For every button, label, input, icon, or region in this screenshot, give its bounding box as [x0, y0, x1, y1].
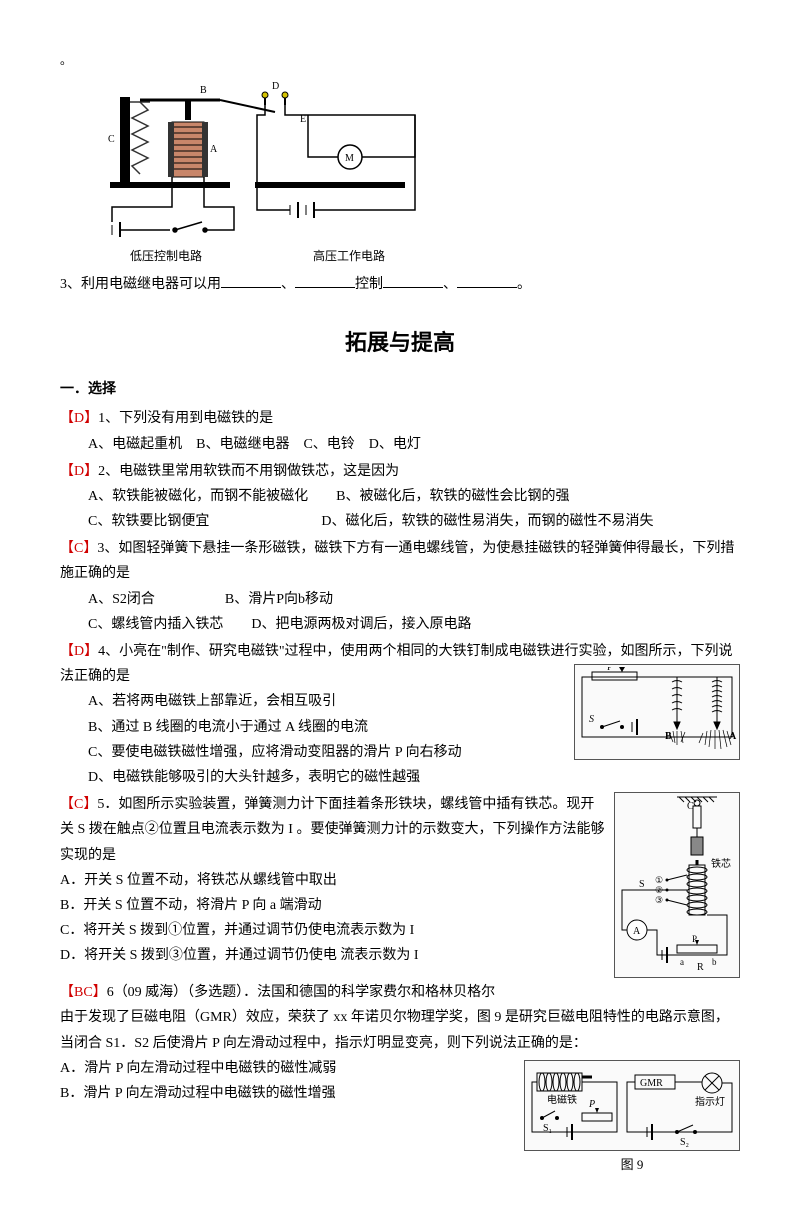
diagram1-captions: 低压控制电路 高压工作电路 [90, 246, 740, 268]
q4-A: A [729, 731, 737, 742]
opt-3B: B、滑片P向b移动 [225, 592, 333, 607]
answer-5: 【C】 [60, 797, 97, 812]
section-title: 拓展与提高 [60, 323, 740, 363]
stem-3: 3、如图轻弹簧下悬挂一条形磁铁，磁铁下方有一通电螺线管，为使悬挂磁铁的轻弹簧伸得… [60, 541, 734, 581]
q6-gmr: GMR [640, 1078, 663, 1089]
opt-3A: A、S2闭合 [88, 592, 155, 607]
opts-1: A、电磁起重机 B、电磁继电器 C、电铃 D、电灯 [60, 432, 740, 457]
q6-em: 电磁铁 [547, 1093, 577, 1106]
q5-b: b [712, 957, 717, 967]
blank-4[interactable] [457, 273, 517, 288]
answer-2: 【D】 [60, 464, 98, 479]
q5-A: A [633, 926, 641, 937]
stem-1: 1、下列没有用到电磁铁的是 [98, 411, 273, 426]
q5-1: ① [655, 875, 663, 885]
opts-2: A、软铁能被磁化，而钢不能被磁化 B、被磁化后，软铁的磁性会比钢的强 C、软铁要… [60, 484, 740, 534]
relay-diagram: C B A D E [90, 77, 740, 268]
blank-2[interactable] [295, 273, 355, 288]
q3-fill-blank: 3、利用电磁继电器可以用 、 控制 、 。 [60, 272, 740, 297]
label-M: M [345, 153, 354, 164]
q3-sep1: 、 [281, 277, 295, 292]
stem-6b: 由于发现了巨磁电阻（GMR）效应，荣获了 xx 年诺贝尔物理学奖，图 9 是研究… [60, 1005, 740, 1055]
opt-2D: D、磁化后，软铁的磁性易消失，而钢的磁性不易消失 [321, 514, 653, 529]
opt-4D: D、电磁铁能够吸引的大头针越多，表明它的磁性越强 [88, 765, 740, 790]
caption-left: 低压控制电路 [130, 246, 250, 268]
q5-3: ③ [655, 895, 663, 905]
answer-1: 【D】 [60, 411, 98, 426]
answer-3: 【C】 [60, 541, 97, 556]
answer-4: 【D】 [60, 644, 98, 659]
label-A: A [210, 144, 218, 155]
opt-3D: D、把电源两极对调后，接入原电路 [251, 617, 471, 632]
q6-lamp: 指示灯 [695, 1095, 725, 1108]
q6-s2: S₂ [680, 1137, 689, 1148]
figure-q6-caption: 图 9 [524, 1153, 740, 1176]
blank-3[interactable] [383, 273, 443, 288]
question-4: 【D】4、小亮在"制作、研究电磁铁"过程中，使用两个相同的大铁钉制成电磁铁进行实… [60, 639, 740, 790]
opt-2B: B、被磁化后，软铁的磁性会比钢的强 [336, 489, 569, 504]
q5-a: a [680, 957, 684, 967]
stem-5: 5．如图所示实验装置，弹簧测力计下面挂着条形铁块，螺线管中插有铁芯。现开关 S … [60, 797, 604, 862]
q4-P: P [607, 667, 612, 672]
q5-R: R [697, 962, 704, 973]
figure-q5-wrap: C 铁芯 ① ② ③ S [614, 792, 740, 978]
stem-2: 2、电磁铁里常用软铁而不用钢做铁芯，这是因为 [98, 464, 399, 479]
blank-1[interactable] [221, 273, 281, 288]
label-C: C [108, 134, 115, 145]
q3-end: 。 [517, 277, 531, 292]
q4-S: S [589, 714, 594, 725]
opt-2C: C、软铁要比钢便宜 [88, 514, 209, 529]
answer-6: 【BC】 [60, 985, 107, 1000]
question-2: 【D】2、电磁铁里常用软铁而不用钢做铁芯，这是因为 A、软铁能被磁化，而钢不能被… [60, 459, 740, 535]
q4-B: B [665, 731, 672, 742]
q3-part1: 3、利用电磁继电器可以用 [60, 277, 221, 292]
caption-right: 高压工作电路 [313, 246, 385, 268]
leading-punctuation: 。 [60, 50, 740, 72]
q5-S: S [639, 879, 645, 890]
question-1: 【D】1、下列没有用到电磁铁的是 A、电磁起重机 B、电磁继电器 C、电铃 D、… [60, 406, 740, 456]
q5-P: P [692, 934, 697, 944]
figure-q6: 电磁铁 GMR 指示灯 S₁ P [524, 1060, 740, 1151]
label-D: D [272, 81, 279, 92]
figure-q5: C 铁芯 ① ② ③ S [614, 792, 740, 978]
subsection-1: 一．选择 [60, 377, 740, 402]
figure-q4: P S [574, 664, 740, 760]
opts-3: A、S2闭合 B、滑片P向b移动 C、螺线管内插入铁芯 D、把电源两极对调后，接… [60, 587, 740, 637]
q3-ctrl: 控制 [355, 277, 383, 292]
q3-sep2: 、 [443, 277, 457, 292]
figure-q6-wrap: 电磁铁 GMR 指示灯 S₁ P [524, 1060, 740, 1176]
question-5: C 铁芯 ① ② ③ S [60, 792, 740, 978]
opt-2A: A、软铁能被磁化，而钢不能被磁化 [88, 489, 308, 504]
opt-3C: C、螺线管内插入铁芯 [88, 617, 223, 632]
label-B: B [200, 85, 207, 96]
q6-s1: S₁ [543, 1123, 552, 1134]
q6-P: P [588, 1099, 595, 1110]
question-6: 【BC】6（09 威海）（多选题）．法国和德国的科学家费尔和格林贝格尔 由于发现… [60, 980, 740, 1176]
q5-ironcore: 铁芯 [711, 857, 731, 870]
question-3: 【C】3、如图轻弹簧下悬挂一条形磁铁，磁铁下方有一通电螺线管，为使悬挂磁铁的轻弹… [60, 536, 740, 637]
stem-6a: 6（09 威海）（多选题）．法国和德国的科学家费尔和格林贝格尔 [107, 985, 496, 1000]
